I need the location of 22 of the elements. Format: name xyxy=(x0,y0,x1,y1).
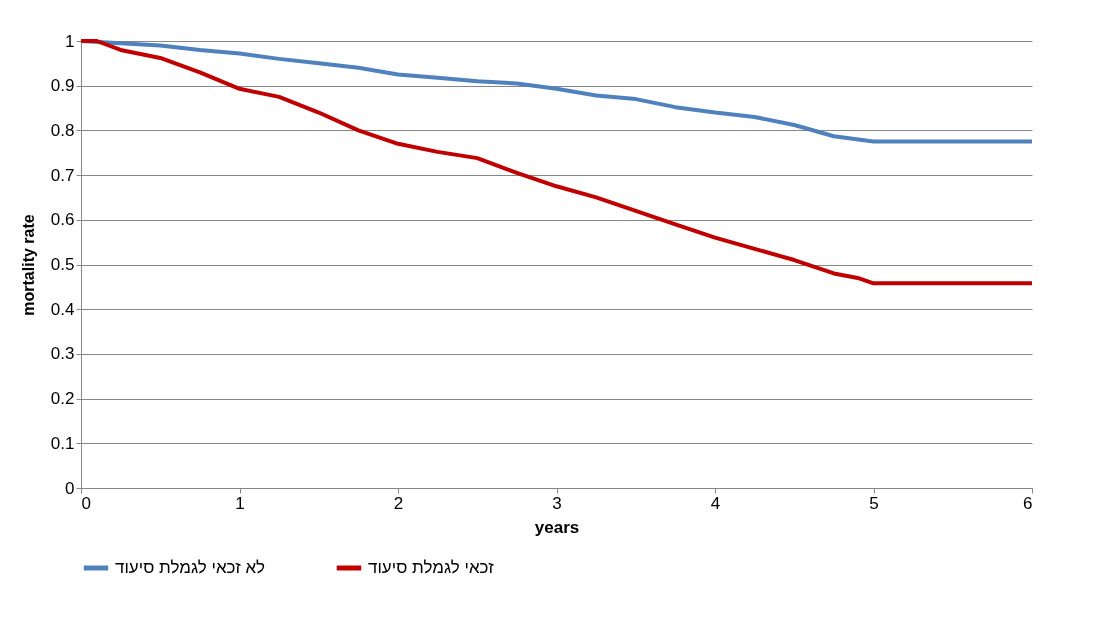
x-axis-title: years xyxy=(534,517,580,537)
legend-label: לא זכאי לגמלת סיעוד xyxy=(115,558,266,577)
y-tick-label: 0.1 xyxy=(50,433,75,453)
x-tick-label: 4 xyxy=(710,493,721,513)
y-tick-label: 0 xyxy=(65,478,75,498)
y-tick-label: 0.5 xyxy=(50,255,75,274)
y-tick-label: 0.9 xyxy=(50,76,75,96)
y-tick-label: 1 xyxy=(65,31,75,51)
x-tick-label: 5 xyxy=(869,493,879,513)
legend-label: זכאי לגמלת סיעוד xyxy=(368,558,495,577)
y-tick-label: 0.8 xyxy=(50,120,75,140)
x-tick-label: 1 xyxy=(235,493,245,513)
x-tick-label: 2 xyxy=(393,493,404,513)
y-tick-label: 0.2 xyxy=(50,389,75,409)
x-tick-label: 3 xyxy=(552,493,562,513)
y-tick-label: 0.7 xyxy=(50,165,75,185)
y-tick-label: 0.3 xyxy=(50,344,75,364)
y-axis-title: mortality rate xyxy=(19,214,37,316)
x-tick-label: 6 xyxy=(1023,493,1033,513)
x-tick-label: 0 xyxy=(81,493,91,513)
y-tick-label: 0.4 xyxy=(50,299,75,319)
y-tick-label: 0.6 xyxy=(50,210,75,230)
